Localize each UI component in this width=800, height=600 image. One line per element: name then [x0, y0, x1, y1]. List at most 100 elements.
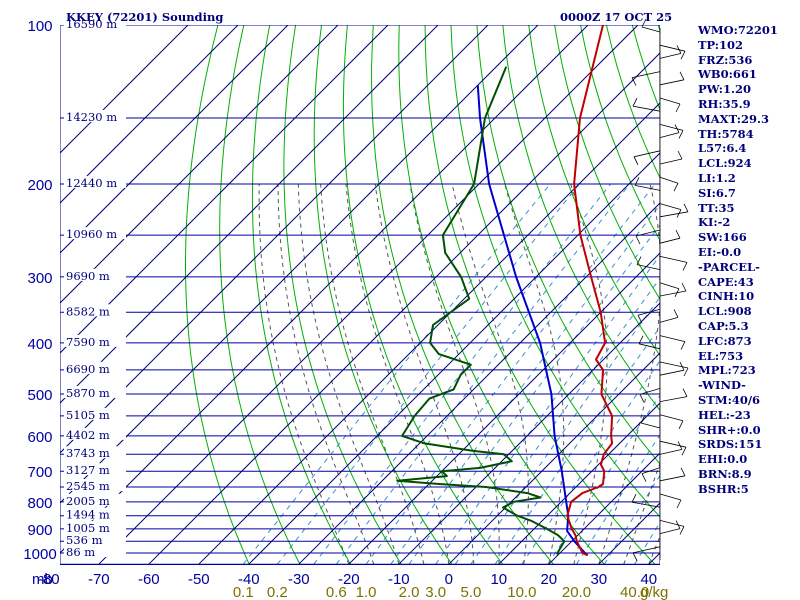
index-entry: WMO:72201	[698, 23, 778, 37]
pressure-tick-label: 700	[27, 464, 52, 481]
wind-barb-flag	[640, 414, 646, 424]
wind-barb-flag	[680, 51, 686, 60]
wind-barb-flag	[675, 230, 681, 239]
mixing-ratio-line	[521, 359, 660, 565]
wind-barb	[659, 124, 684, 131]
height-label: 4402 m	[66, 428, 110, 442]
wind-barb-flag	[681, 447, 687, 456]
wind-barb	[659, 317, 679, 323]
height-label-bg	[64, 463, 126, 476]
pressure-tick-label: 400	[27, 336, 52, 353]
wind-barb-flag	[681, 282, 687, 292]
index-entry: BRN:8.9	[698, 466, 752, 481]
temperature-tick-label: -60	[138, 571, 160, 588]
wind-barb	[637, 308, 661, 316]
wind-barb-flag	[683, 203, 689, 212]
profiles	[396, 25, 614, 557]
wind-barb-flag	[675, 103, 681, 113]
wind-barb	[640, 422, 661, 429]
moist-adiabat-line	[277, 183, 375, 565]
wind-barb-flag	[677, 150, 683, 160]
wind-barb-flag	[634, 177, 640, 186]
temperature-tick-label: 20	[540, 571, 557, 588]
wind-barb	[659, 361, 689, 369]
height-label: 8582 m	[66, 304, 110, 318]
dry-adiabat-line	[185, 25, 250, 565]
isotherm-line	[60, 25, 239, 204]
moist-adiabat-line	[258, 183, 350, 565]
index-entry: -PARCEL-	[698, 259, 760, 274]
mixing-ratio-label: 3.0	[425, 584, 446, 600]
temperature-tick-label: -40	[238, 571, 260, 588]
mixing-ratio-label: 0.6	[326, 584, 347, 600]
wind-barb-flag	[673, 309, 679, 318]
index-entry: MAXT:29.3	[698, 111, 769, 126]
wind-barb	[659, 176, 679, 184]
height-label: 14230 m	[66, 110, 117, 124]
index-entry: STM:40/6	[698, 392, 761, 407]
height-label-bg	[64, 109, 126, 122]
height-label-bg	[64, 175, 126, 188]
index-entry: TP:102	[698, 37, 744, 52]
isotherm-line	[248, 152, 660, 565]
height-label-bg	[64, 268, 126, 281]
index-entry: RH:35.9	[698, 96, 751, 111]
height-label-bg	[64, 386, 126, 399]
wind-barb-flag	[635, 235, 641, 245]
wind-barb-flag	[633, 156, 639, 165]
mixing-ratio-line	[470, 296, 660, 565]
index-entry: TT:35	[698, 200, 735, 215]
temperature-tick-label: 10	[490, 571, 507, 588]
index-entry: CAPE:43	[698, 274, 754, 289]
temperature-tick-label: 0	[445, 571, 453, 588]
index-entry: TH:5784	[698, 126, 754, 141]
mixing-ratio-line	[547, 394, 660, 565]
wind-barb-flag	[678, 420, 684, 429]
mixing-ratio-label: 20.0	[562, 584, 591, 600]
dry-adiabat-line	[502, 25, 660, 412]
height-label: 10960 m	[66, 227, 117, 241]
pressure-tick-label: 1000	[23, 546, 56, 563]
dry-adiabat-line	[371, 25, 554, 565]
moist-adiabat-line	[623, 461, 660, 565]
temperature-tick-label: -50	[188, 571, 210, 588]
height-label: 5870 m	[66, 386, 110, 400]
isotherm-line	[448, 352, 660, 565]
wind-barb-flag	[679, 71, 685, 80]
height-label: 1494 m	[66, 508, 110, 522]
isotherm-line	[98, 25, 639, 565]
wind-barb	[659, 440, 687, 448]
index-entry: EI:-0.0	[698, 244, 742, 259]
wind-barb	[659, 528, 681, 534]
dry-adiabat-line	[251, 25, 352, 565]
wind-barb	[659, 79, 685, 86]
wind-barb	[633, 150, 661, 158]
wind-barb	[641, 467, 661, 474]
height-label: 9690 m	[66, 269, 110, 283]
wind-barb	[659, 53, 682, 59]
height-label-bg	[64, 17, 126, 29]
index-entry: FRZ:536	[698, 52, 753, 67]
station-title: KKEY (72201) Sounding	[66, 10, 223, 24]
mixing-ratio-line	[313, 183, 612, 565]
isotherm-line	[60, 25, 339, 304]
height-label: 7590 m	[66, 335, 110, 349]
wind-barb	[659, 211, 689, 218]
dry-adiabat-line	[424, 25, 656, 565]
pressure-tick-label: 900	[27, 522, 52, 539]
wind-barb	[635, 229, 661, 237]
wind-barb	[659, 237, 681, 244]
wind-barb	[659, 158, 683, 165]
mixing-ratio-label: 0.1	[233, 584, 254, 600]
pressure-tick-label: 800	[27, 495, 52, 512]
wind-barb	[659, 520, 685, 527]
wind-barb	[659, 290, 687, 297]
isotherm-line	[548, 452, 660, 565]
wind-barb	[659, 396, 688, 402]
index-entry: BSHR:5	[698, 481, 749, 496]
height-label-bg	[64, 507, 126, 520]
wind-barb	[632, 546, 661, 554]
isotherm-line	[60, 25, 589, 554]
